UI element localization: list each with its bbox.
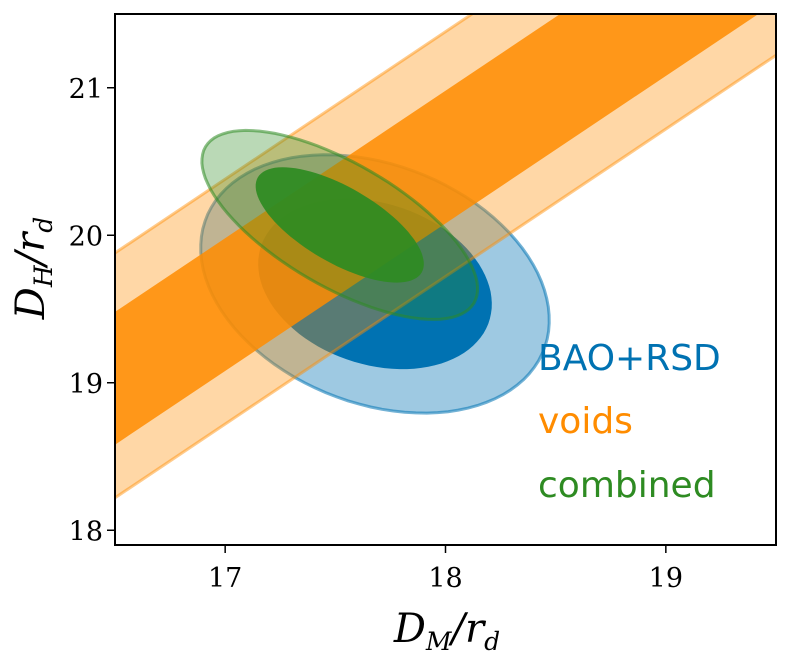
y-axis-label: DH/rd [8, 217, 58, 321]
legend-entry-voids: voids [538, 401, 633, 442]
plot-area [115, 14, 776, 500]
legend-entry-bao-rsd: BAO+RSD [538, 338, 721, 379]
y-tick-label: 19 [69, 369, 103, 400]
y-tick-label: 18 [69, 516, 103, 547]
legend-entry-combined: combined [538, 465, 716, 506]
voids-band-1sigma [115, 14, 759, 445]
y-tick-label: 20 [69, 221, 103, 252]
x-tick-label: 17 [208, 563, 242, 594]
axis-ticks: 17 18 19 18 19 20 21 [69, 74, 683, 594]
combined-contour-1sigma [255, 167, 424, 283]
y-tick-label: 21 [69, 74, 103, 105]
x-axis-label: DM/rd [393, 606, 500, 656]
voids-band-2sigma [115, 14, 776, 500]
x-tick-label: 18 [428, 563, 462, 594]
x-tick-label: 19 [649, 563, 683, 594]
